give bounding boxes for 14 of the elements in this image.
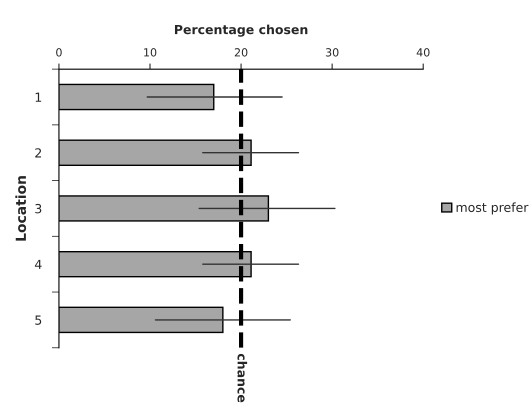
y-axis-title: Location bbox=[15, 176, 26, 241]
legend-label: most prefer bbox=[456, 202, 528, 214]
y-tick-label: 5 bbox=[35, 316, 42, 325]
x-tick-label: 20 bbox=[234, 48, 248, 57]
y-tick-label: 3 bbox=[35, 204, 42, 214]
x-tick-label: 10 bbox=[144, 48, 156, 57]
y-tick-label: 1 bbox=[36, 92, 42, 102]
x-tick-label: 40 bbox=[416, 48, 430, 57]
x-axis-title: Percentage chosen bbox=[174, 24, 308, 37]
y-tick-label: 4 bbox=[34, 260, 42, 269]
x-tick-label: 30 bbox=[326, 48, 338, 57]
x-tick-label: 0 bbox=[56, 48, 62, 57]
ref-line-label: chance bbox=[237, 354, 248, 402]
y-tick-label: 2 bbox=[35, 148, 42, 158]
